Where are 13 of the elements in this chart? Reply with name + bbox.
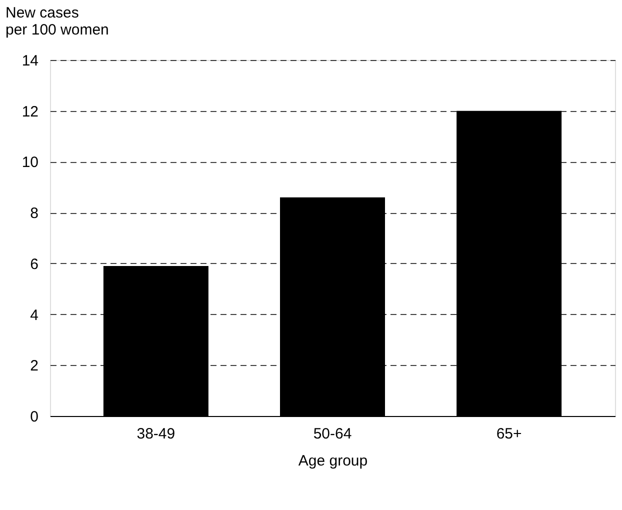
y-tick-label: 14 [22, 52, 38, 70]
x-tick-label: 50-64 [313, 426, 352, 442]
y-axis-title: New cases per 100 women [6, 4, 109, 38]
y-tick-label: 6 [30, 256, 38, 273]
x-axis-title: Age group [298, 452, 368, 470]
x-tick-label: 38-49 [136, 426, 176, 442]
y-tick-label: 12 [22, 103, 38, 120]
y-tick-label: 0 [30, 408, 38, 426]
y-tick-label: 10 [22, 154, 38, 172]
y-tick-label: 4 [30, 306, 38, 324]
y-tick-label: 2 [30, 358, 38, 375]
y-tick-label: 8 [30, 205, 38, 222]
x-tick-label: 65+ [496, 426, 522, 442]
